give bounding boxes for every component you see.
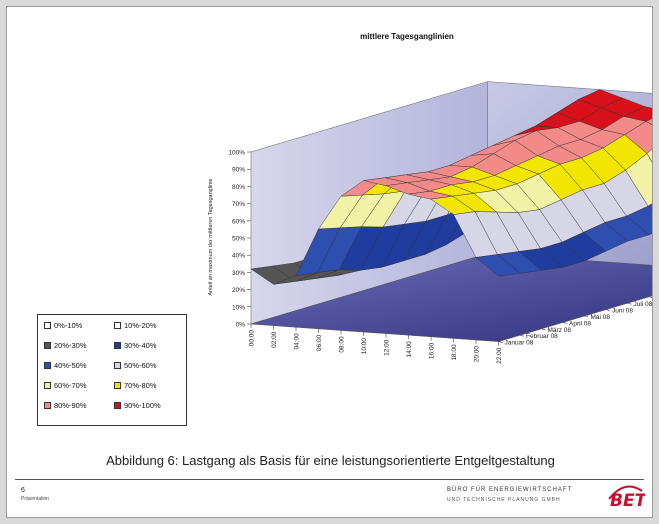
y-tick-mark xyxy=(648,296,652,298)
surface-chart: 0% 10% 20% 30% 40% 50% 60% 70% 80% 90% 100% Anteil … xyxy=(208,32,653,364)
z-tick-label: 50% xyxy=(232,236,245,243)
legend-item: 40%-50% xyxy=(44,361,87,370)
legend-swatch xyxy=(44,362,51,369)
page-number: 6 xyxy=(21,487,25,494)
legend-item: 30%-40% xyxy=(114,341,157,350)
legend-label: 20%-30% xyxy=(54,341,87,350)
legend-swatch xyxy=(114,322,121,329)
z-tick-label: 0% xyxy=(236,322,246,329)
footer-text: Präsentation xyxy=(21,496,50,502)
y-tick-mark xyxy=(498,341,503,343)
legend-label: 50%-60% xyxy=(124,361,157,370)
legend-swatch xyxy=(114,382,121,389)
y-tick-mark xyxy=(519,334,525,337)
legend-label: 80%-90% xyxy=(54,401,87,410)
y-tick-label: Februar 08 xyxy=(526,333,558,340)
x-tick-label: 06:00 xyxy=(316,334,323,351)
x-tick-label: 14:00 xyxy=(406,341,413,358)
legend-swatch xyxy=(114,402,121,409)
legend-item: 0%-10% xyxy=(44,321,82,330)
legend-swatch xyxy=(44,322,51,329)
company-name-line2: UND TECHNISCHE PLANUNG GMBH xyxy=(447,497,561,503)
y-tick-label: März 08 xyxy=(548,327,572,334)
x-tick-label: 04:00 xyxy=(294,333,301,350)
legend-label: 40%-50% xyxy=(54,361,87,370)
legend-label: 0%-10% xyxy=(54,321,83,330)
legend-item: 80%-90% xyxy=(44,401,87,410)
slide-page: 0% 10% 20% 30% 40% 50% 60% 70% 80% 90% 100% Anteil … xyxy=(6,6,653,518)
footer-divider xyxy=(15,479,644,480)
surface-cell xyxy=(647,203,652,210)
z-tick-label: 30% xyxy=(232,270,245,277)
y-tick-label: Januar 08 xyxy=(505,340,534,347)
x-tick-label: 00:00 xyxy=(249,330,256,347)
legend-item: 70%-80% xyxy=(114,381,157,390)
x-tick-label: 08:00 xyxy=(339,336,346,353)
surface-cell xyxy=(645,118,652,125)
legend-item: 50%-60% xyxy=(114,361,157,370)
z-tick-label: 70% xyxy=(232,201,245,208)
y-tick-label: Juli 08 xyxy=(634,301,653,308)
z-tick-label: 40% xyxy=(232,253,245,260)
legend-item: 60%-70% xyxy=(44,381,87,390)
surface-cell xyxy=(646,148,652,163)
y-tick-mark xyxy=(562,322,568,324)
floor xyxy=(250,253,652,342)
x-tick-label: 22:00 xyxy=(496,347,503,364)
x-tick-label: 12:00 xyxy=(384,339,391,356)
legend-label: 30%-40% xyxy=(124,341,157,350)
legend-swatch xyxy=(44,342,51,349)
legend-label: 60%-70% xyxy=(54,381,87,390)
y-tick-label: April 08 xyxy=(569,320,591,327)
z-tick-label: 60% xyxy=(232,218,245,225)
y-tick-label: Juni 08 xyxy=(612,308,633,315)
z-tick-label: 10% xyxy=(232,304,245,311)
z-tick-label: 80% xyxy=(232,184,245,191)
y-tick-mark xyxy=(605,309,611,311)
legend-item: 20%-30% xyxy=(44,341,87,350)
figure-caption: Abbildung 6: Lastgang als Basis für eine… xyxy=(106,453,555,468)
z-tick-label: 20% xyxy=(232,287,245,294)
legend-label: 10%-20% xyxy=(124,321,157,330)
legend-item: 10%-20% xyxy=(114,321,157,330)
x-tick-label: 02:00 xyxy=(271,331,278,348)
legend-item: 90%-100% xyxy=(114,401,161,410)
legend-label: 70%-80% xyxy=(124,381,157,390)
bet-logo: BET xyxy=(608,485,645,511)
x-tick-label: 10:00 xyxy=(361,338,368,355)
company-name-line1: BÜRO FÜR ENERGIEWIRTSCHAFT xyxy=(447,487,573,493)
x-tick-label: 18:00 xyxy=(451,344,458,361)
chart-title: mittlere Tagesganglinien xyxy=(360,32,454,41)
y-tick-mark xyxy=(584,315,589,318)
x-tick-label: 20:00 xyxy=(474,346,481,363)
legend-swatch xyxy=(114,342,121,349)
y-tick-mark xyxy=(541,328,546,331)
legend-swatch xyxy=(44,402,51,409)
surface-cell xyxy=(475,254,521,277)
z-tick-label: 90% xyxy=(232,167,245,174)
y-tick-label: Mai 08 xyxy=(591,314,611,321)
z-tick-label: 100% xyxy=(228,150,245,157)
legend-swatch xyxy=(114,362,121,369)
x-tick-label: 16:00 xyxy=(429,342,436,359)
legend-swatch xyxy=(44,382,51,389)
chart-legend: 0%-10% 10%-20% 20%-30% 30%-40% 40%-50% 50%-60… xyxy=(37,314,187,426)
z-axis-label: Anteil an maximum der mittleren Tagesgan… xyxy=(208,179,214,296)
y-tick-mark xyxy=(627,302,632,305)
legend-label: 90%-100% xyxy=(124,401,161,410)
logo-text: BET xyxy=(610,491,645,511)
